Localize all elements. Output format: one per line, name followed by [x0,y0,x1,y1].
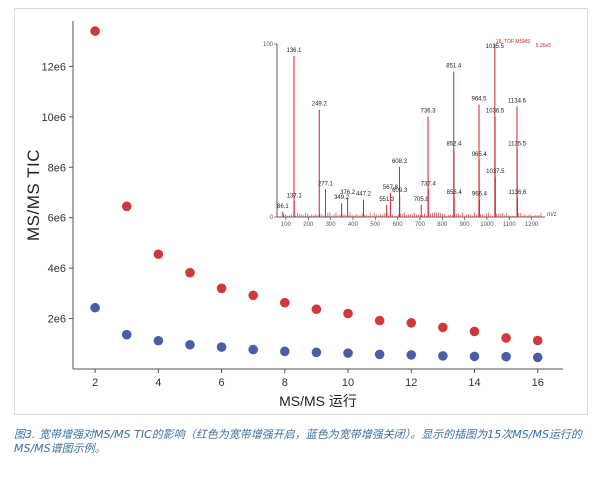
x-tick-label: 10 [342,377,354,389]
red-data-point [343,308,353,319]
inset-spectrum: 0 100 100 200 300 400 500 600 700 800 900 1000 1100 1… [263,38,557,237]
peak-label: 551.3 [379,197,395,203]
inset-x-tick-label: 900 [460,222,471,228]
red-data-point [90,26,100,36]
red-data-point [248,290,258,301]
blue-data-point [438,351,448,361]
blue-data-point [153,335,164,346]
peak-label: 376.2 [340,190,356,196]
peak-label: 852.4 [446,142,462,148]
blue-data-point [280,346,290,357]
peak-label: 608.3 [392,159,408,165]
inset-x-tick-label: 1100 [503,222,517,228]
red-data-point [311,304,322,315]
peak-label: 1134.6 [508,98,527,104]
inset-x-tick-label: 1200 [525,222,539,228]
peak-label: 86.1 [277,204,289,210]
inset-y-tick-label: 100 [263,42,274,48]
peak-label: 737.4 [421,181,437,187]
blue-data-point [532,352,543,363]
inset-run-label: 16: TOF MSMS [496,39,531,45]
blue-data-point [343,348,353,358]
tic-scatter-chart: 2e6 4e6 6e6 8e6 10e6 12e6 2 4 6 8 10 12 14 16 MS/MS T… [24,21,563,409]
x-tick-label: 6 [219,377,225,389]
red-data-point [532,335,543,346]
y-tick-label: 12e6 [42,61,66,73]
peak-label: 277.1 [318,181,334,187]
peak-label: 1037.5 [486,169,505,175]
red-data-point [438,322,448,333]
inset-x-tick-label: 800 [437,222,448,228]
x-axis-title: MS/MS 运行 [279,393,357,409]
y-tick-label: 4e6 [48,263,66,275]
figure-caption: 图3. 宽带增强对MS/MS TIC的影响（红色为宽带增强开启，蓝色为宽带增强关… [14,428,582,455]
peak-label: 736.3 [421,109,437,115]
peak-label: 609.3 [392,188,408,194]
blue-data-point [216,342,227,352]
x-tick-label: 14 [468,377,480,389]
blue-data-point [311,347,322,358]
x-tick-label: 12 [405,377,417,389]
x-tick-label: 2 [92,377,98,389]
inset-x-tick-label: 1000 [480,222,494,228]
y-tick-label: 8e6 [48,162,66,174]
blue-data-point [185,339,195,350]
y-axis-title: MS/MS TIC [24,149,43,241]
peak-label: 853.4 [447,190,463,196]
blue-data-point [121,329,132,340]
blue-data-point [501,351,511,362]
inset-x-tick-label: 300 [326,222,337,228]
inset-x-tick-label: 700 [415,222,426,228]
blue-data-point [469,351,480,362]
peak-label: 1136.6 [508,190,527,196]
peak-label: 137.1 [287,193,303,199]
inset-x-tick-label: 200 [303,222,314,228]
x-tick-label: 8 [282,377,288,389]
peak-label: 136.1 [286,48,302,54]
inset-y-tick-label: 0 [270,215,274,221]
inset-x-tick-label: 600 [393,222,404,228]
peak-label: 965.4 [472,152,488,158]
peak-label: 1135.5 [508,142,527,148]
red-data-point [374,315,385,326]
figure-frame: 2e6 4e6 6e6 8e6 10e6 12e6 2 4 6 8 10 12 14 16 MS/MS T… [14,8,588,415]
inset-x-axis-title: m/z [547,212,557,218]
blue-data-point [248,344,258,355]
red-data-point [406,318,417,328]
red-data-point [469,326,480,337]
x-tick-label: 4 [155,377,161,389]
peak-label: 249.2 [312,102,328,108]
peak-label: 966.4 [472,192,488,198]
red-data-point [185,267,195,278]
inset-background [275,38,551,237]
peak-label: 1036.5 [486,109,505,115]
red-data-point [280,297,290,308]
peak-label: 851.4 [446,64,462,70]
main-points [90,26,543,363]
inset-intensity-label: 5.26e5 [536,43,552,49]
x-tick-label: 16 [532,377,544,389]
red-data-point [501,333,511,343]
red-data-point [121,201,132,212]
peak-label: 1035.5 [486,44,505,50]
main-axes: 2e6 4e6 6e6 8e6 10e6 12e6 2 4 6 8 10 12 14 16 [42,21,563,389]
inset-x-tick-label: 100 [281,222,292,228]
peak-label: 964.5 [471,97,487,103]
peak-label: 705.8 [414,197,430,203]
blue-data-point [406,350,417,360]
inset-x-tick-label: 400 [348,222,359,228]
red-data-point [153,249,164,260]
y-tick-label: 6e6 [48,213,66,225]
blue-data-point [374,349,385,360]
blue-data-point [90,302,100,313]
y-tick-label: 10e6 [42,112,66,124]
peak-label: 447.2 [356,192,372,198]
peak-label: 349.2 [334,195,350,201]
y-tick-label: 2e6 [48,314,66,326]
peak-label: 567.8 [383,185,399,191]
red-data-point [216,283,227,294]
inset-x-tick-label: 500 [370,222,381,228]
